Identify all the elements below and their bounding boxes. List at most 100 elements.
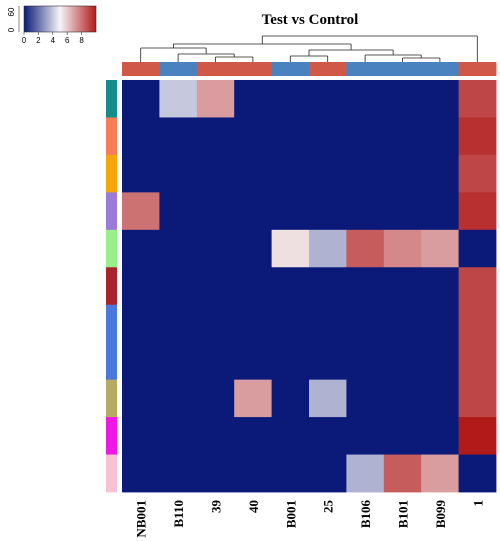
heatmap-cell [196,229,235,268]
heatmap-cell [234,154,272,193]
heatmap-cell [421,154,459,193]
heatmap-cell [196,154,235,193]
column-label: B099 [433,500,448,529]
heatmap-cell [383,417,422,455]
column-annotation-swatch [421,62,459,76]
heatmap-cell [122,80,160,118]
column-annotation-swatch [309,62,347,76]
heatmap-cell [196,117,235,156]
heatmap-cell [421,342,459,381]
column-annotation-bar [122,62,497,76]
row-annotation-swatch [106,192,117,231]
color-key-tick-label: 2 [36,36,41,45]
heatmap-cell [421,417,459,455]
heatmap-cell [234,229,272,268]
column-label: 39 [209,500,224,514]
heatmap-cell [271,304,310,343]
heatmap-cell [309,342,347,381]
heatmap-cell [271,342,310,381]
heatmap-cell [234,304,272,343]
heatmap-cell [309,192,347,231]
color-key-histogram-label: 0 [7,27,16,32]
heatmap-cell [346,342,385,381]
heatmap-cell [346,80,385,118]
column-label: B106 [358,500,373,529]
heatmap-cell [122,379,160,418]
column-label: 25 [321,500,336,514]
heatmap-cell [196,304,235,343]
heatmap-cell [271,454,310,493]
column-label: 1 [470,500,485,507]
heatmap-cell [421,80,459,118]
heatmap-cell [271,192,310,231]
column-label: 40 [246,500,261,513]
row-annotation-swatch [106,379,117,418]
heatmap-cell [346,229,385,268]
heatmap-cell [271,229,310,268]
column-annotation-swatch [122,62,160,76]
heatmap-cell [383,192,422,231]
chart-title: Test vs Control [262,12,359,28]
heatmap-cell [234,117,272,156]
column-label: B110 [171,500,186,527]
column-label: NB001 [134,500,149,538]
heatmap-cell [309,154,347,193]
heatmap-cell [234,80,272,118]
heatmap-cell [196,379,235,418]
heatmap-cell [458,117,497,156]
heatmap-cell [309,229,347,268]
heatmap-cell [234,454,272,493]
heatmap-cells [122,80,497,493]
heatmap-cell [196,454,235,493]
column-annotation-swatch [383,62,422,76]
heatmap-cell [122,154,160,193]
heatmap-cell [421,267,459,306]
heatmap-cell [122,267,160,306]
row-annotation-swatch [106,417,117,455]
column-annotation-swatch [196,62,235,76]
heatmap-cell [122,417,160,455]
heatmap-cell [159,80,198,118]
column-annotation-swatch [346,62,385,76]
row-annotation-swatch [106,304,117,381]
heatmap-cell [159,304,198,343]
heatmap-cell [346,117,385,156]
heatmap-cell [159,417,198,455]
heatmap-cell [458,80,497,118]
heatmap-cell [196,192,235,231]
heatmap-cell [122,304,160,343]
heatmap-cell [458,417,497,455]
heatmap-cell [458,304,497,343]
heatmap-cell [159,342,198,381]
row-annotation-swatch [106,80,117,118]
heatmap-cell [234,192,272,231]
heatmap-cell [159,229,198,268]
column-annotation-swatch [271,62,310,76]
heatmap-cell [196,80,235,118]
heatmap-cell [421,379,459,418]
column-annotation-swatch [159,62,198,76]
heatmap-cell [421,304,459,343]
heatmap-cell [271,117,310,156]
heatmap-cell [346,267,385,306]
heatmap-cell [383,454,422,493]
heatmap-cell [458,342,497,381]
heatmap-cell [383,304,422,343]
heatmap-cell [159,379,198,418]
heatmap-cell [421,192,459,231]
heatmap-cell [346,192,385,231]
heatmap-cell [421,117,459,156]
heatmap-cell [458,229,497,268]
column-dendrogram [140,35,478,62]
heatmap-cell [234,342,272,381]
color-key-bar [23,5,97,33]
color-key-tick-label: 0 [22,36,27,45]
heatmap-cell [234,379,272,418]
row-annotation-swatch [106,229,117,268]
column-annotation-swatch [234,62,272,76]
heatmap-cell [458,154,497,193]
heatmap-cell [309,304,347,343]
heatmap-cell [122,342,160,381]
heatmap-cell [309,454,347,493]
